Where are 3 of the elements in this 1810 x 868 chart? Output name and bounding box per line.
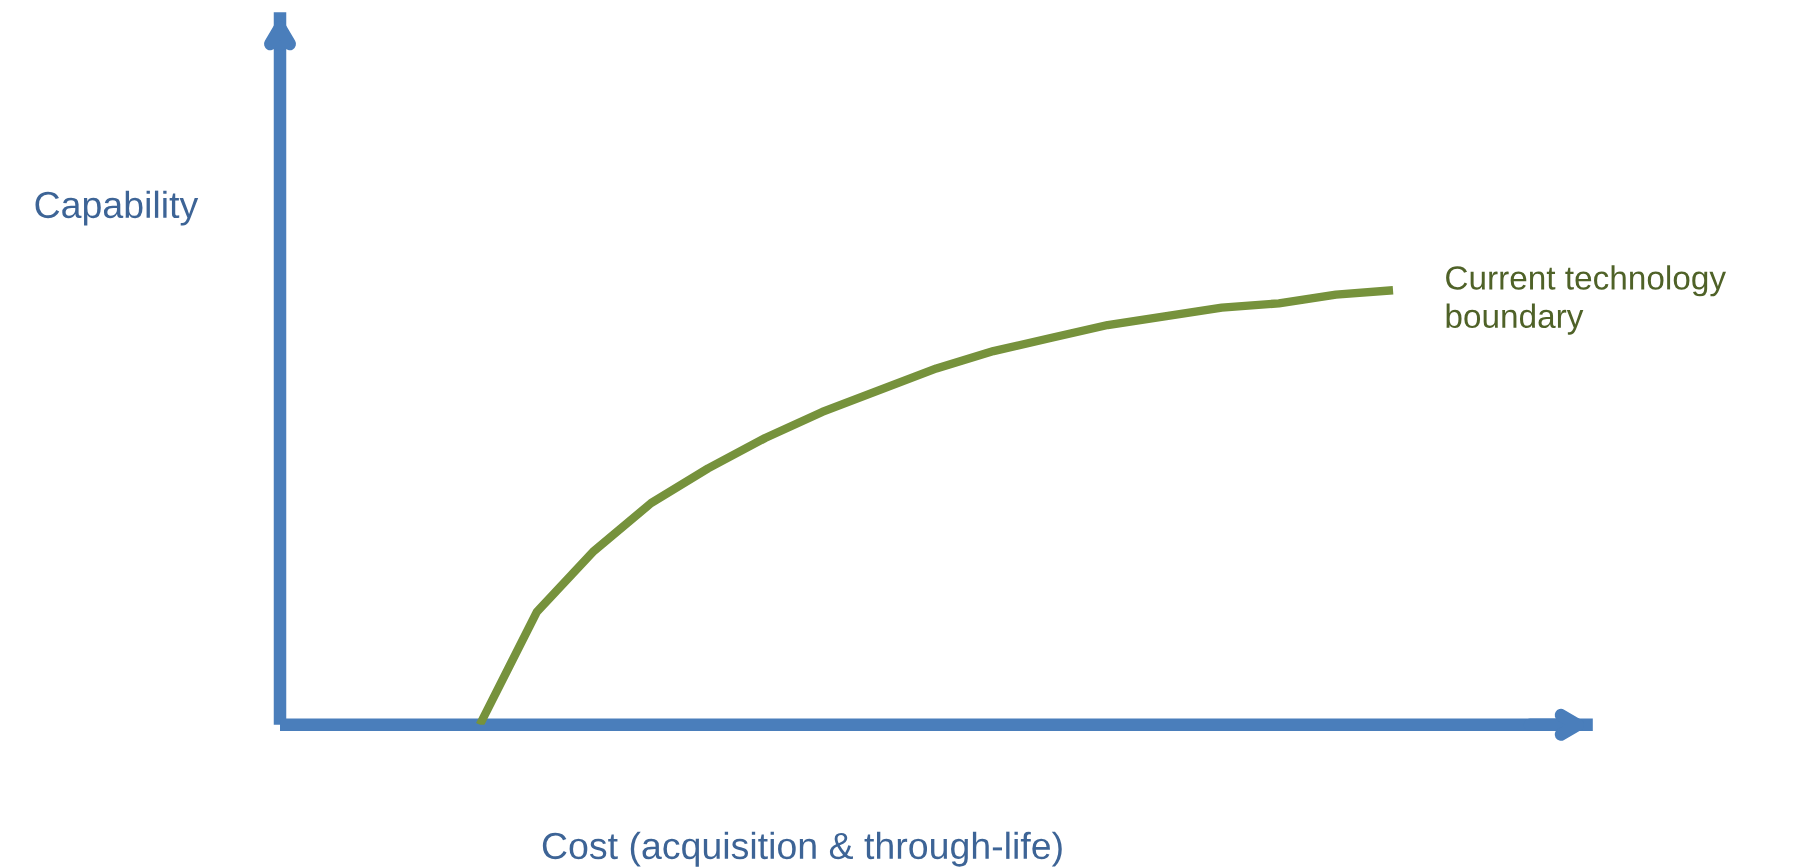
x-axis-title: Cost (acquisition & through-life) (542, 831, 1062, 867)
series-label: Current technology boundary (1446, 265, 1726, 335)
y-axis-title: Capability (35, 190, 199, 226)
